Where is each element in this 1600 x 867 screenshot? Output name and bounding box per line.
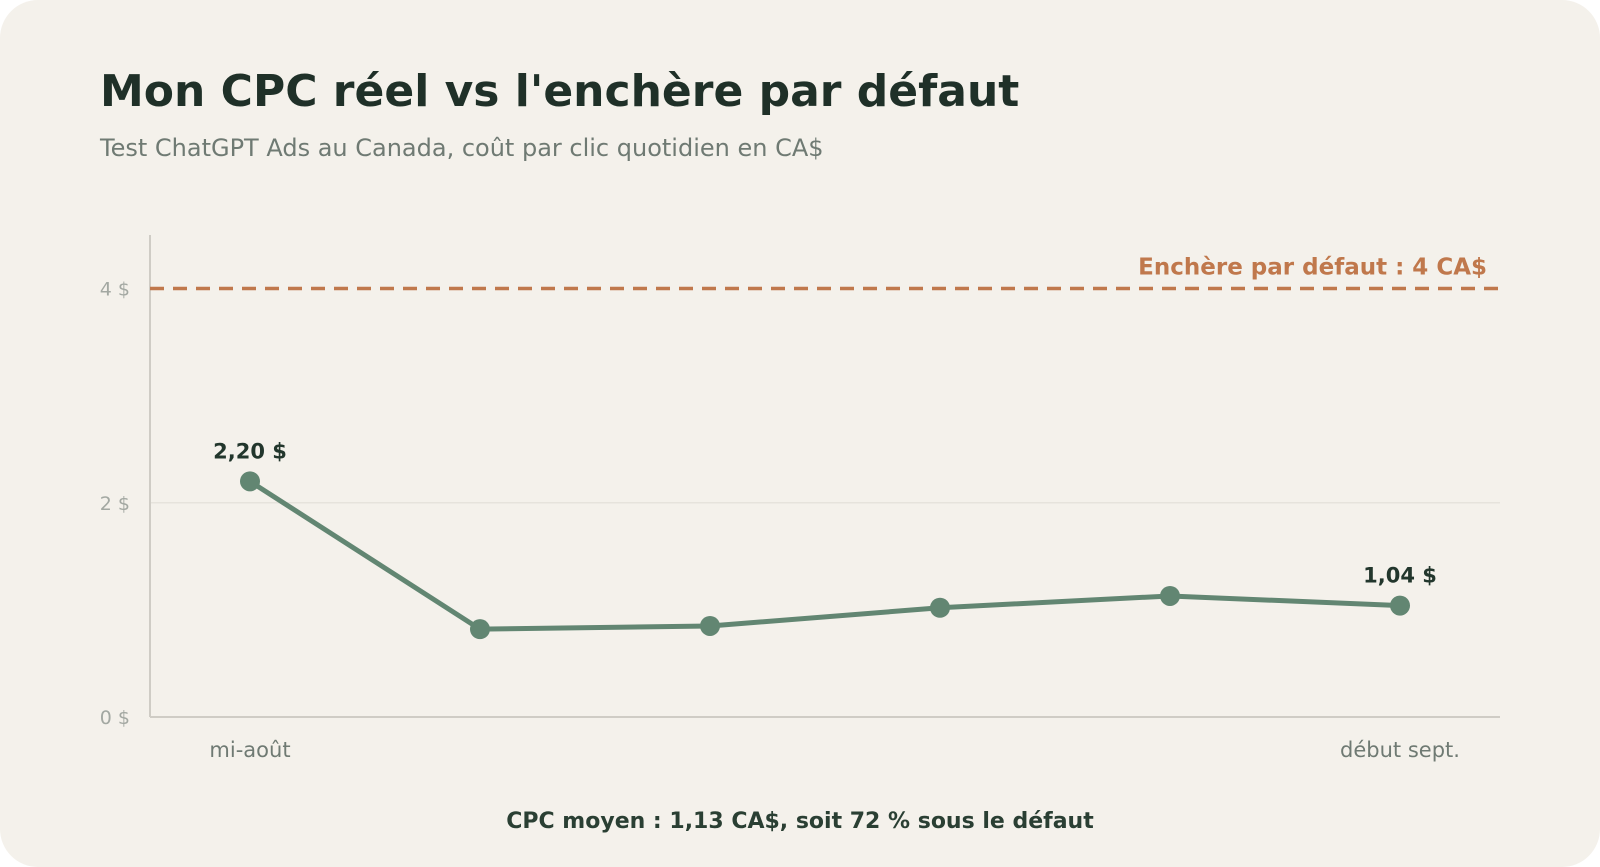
data-point — [930, 597, 950, 618]
data-point — [470, 619, 490, 640]
summary-annotation: CPC moyen : 1,13 CA$, soit 72 % sous le … — [506, 809, 1094, 834]
reference-line-label: Enchère par défaut : 4 CA$ — [1138, 255, 1487, 281]
data-point — [240, 471, 260, 492]
data-point — [700, 615, 720, 636]
data-point — [1160, 585, 1180, 606]
chart-subtitle: Test ChatGPT Ads au Canada, coût par cli… — [100, 134, 824, 162]
reference-line-group: Enchère par défaut : 4 CA$ — [150, 255, 1500, 291]
series-group — [240, 471, 1410, 640]
x-tick-label: début sept. — [1340, 738, 1460, 762]
chart-title: Mon CPC réel vs l'enchère par défaut — [100, 66, 1020, 117]
x-tick-label: mi-août — [209, 738, 290, 762]
axes: 0 $ 2 $ 4 $ mi-août début sept. — [100, 235, 1500, 762]
data-point — [1390, 595, 1410, 616]
series-line — [247, 478, 1403, 632]
y-tick-label: 0 $ — [100, 707, 130, 729]
y-tick-label: 2 $ — [100, 493, 130, 515]
data-label: 1,04 $ — [1363, 564, 1437, 588]
y-tick-label: 4 $ — [100, 279, 130, 301]
data-label: 2,20 $ — [213, 439, 287, 463]
labels-group: 2,20 $ 1,04 $ — [213, 439, 1437, 587]
